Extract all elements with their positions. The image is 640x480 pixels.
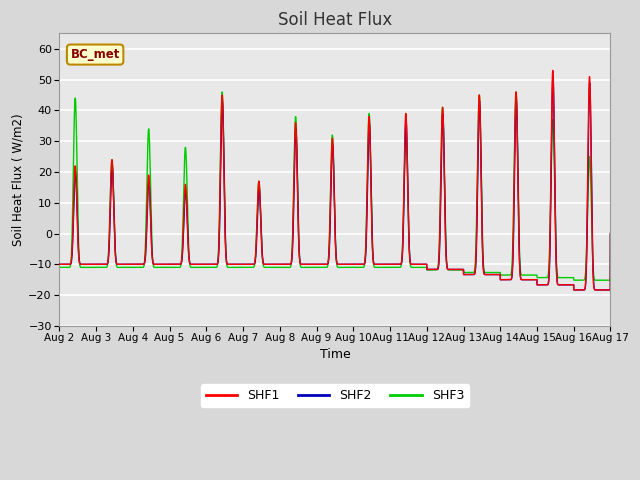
SHF1 [428,266,436,272]
SHF3 [56,264,63,270]
Title: Soil Heat Flux: Soil Heat Flux [278,11,392,29]
SHF3 [570,277,578,283]
SHF1 [490,272,497,277]
SHF2 [607,230,614,236]
X-axis label: Time: Time [319,348,350,360]
SHF2 [549,74,557,80]
SHF1 [56,262,63,267]
Line: SHF2: SHF2 [60,77,611,290]
SHF2 [428,266,436,272]
SHF2 [606,287,614,293]
SHF1 [549,68,557,73]
SHF3 [606,277,614,283]
Legend: SHF1, SHF2, SHF3: SHF1, SHF2, SHF3 [201,384,469,408]
Y-axis label: Soil Heat Flux ( W/m2): Soil Heat Flux ( W/m2) [11,113,24,246]
SHF1 [458,266,466,272]
Text: BC_met: BC_met [70,48,120,61]
Line: SHF3: SHF3 [60,92,611,280]
SHF2 [570,287,578,293]
SHF2 [314,262,322,267]
SHF2 [155,262,163,267]
SHF2 [490,272,497,277]
SHF1 [155,262,163,267]
SHF2 [56,262,63,267]
SHF3 [512,89,520,95]
SHF3 [607,230,614,236]
Line: SHF1: SHF1 [60,71,611,290]
SHF3 [314,264,322,270]
SHF1 [607,230,614,236]
SHF3 [458,267,466,273]
SHF1 [314,262,322,267]
SHF1 [606,287,614,293]
SHF3 [155,264,163,270]
SHF3 [428,267,436,273]
SHF1 [570,287,578,293]
SHF2 [458,266,466,272]
SHF3 [490,270,497,276]
